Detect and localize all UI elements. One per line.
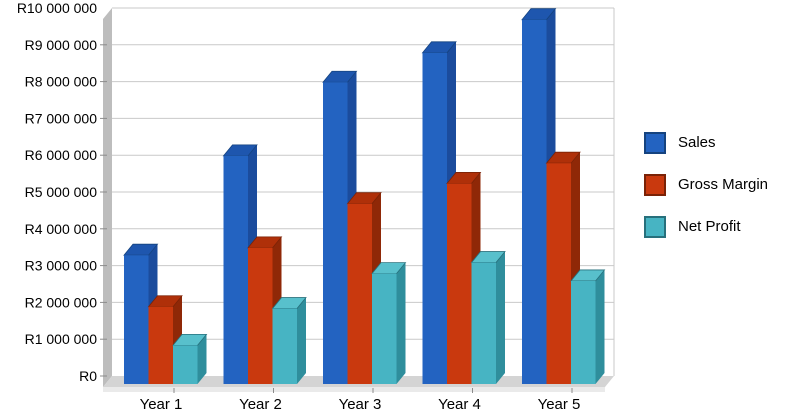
bar-net-profit-year-5-side — [595, 269, 605, 384]
legend: Sales Gross Margin Net Profit — [644, 131, 769, 259]
x-axis-label: Year 5 — [538, 396, 581, 413]
wall-left — [103, 8, 112, 387]
gross-margin-swatch-icon — [644, 173, 666, 196]
y-axis-label: R4 000 000 — [25, 221, 98, 237]
bar-net-profit-year-1 — [173, 345, 198, 384]
y-axis-label: R0 — [79, 368, 97, 384]
y-axis-label: R10 000 000 — [17, 0, 97, 16]
y-axis-label: R9 000 000 — [25, 37, 98, 53]
bar-sales-year-1 — [124, 255, 149, 384]
bar-net-profit-year-4-side — [496, 251, 505, 384]
bar-gross-margin-year-3 — [347, 203, 372, 384]
legend-label-gross-margin: Gross Margin — [678, 176, 769, 193]
bar-net-profit-year-2 — [272, 308, 297, 384]
bar-sales-year-3 — [323, 82, 348, 385]
x-axis-label: Year 4 — [438, 396, 481, 413]
legend-item-sales: Sales — [644, 131, 768, 154]
y-axis-label: R6 000 000 — [25, 147, 98, 163]
net-profit-swatch-icon — [644, 215, 666, 238]
bar-gross-margin-year-1 — [148, 306, 173, 384]
legend-item-gross-margin: Gross Margin — [644, 173, 769, 196]
bar-sales-year-2 — [223, 155, 248, 384]
legend-label-sales: Sales — [678, 134, 716, 151]
bar-gross-margin-year-5 — [546, 163, 571, 384]
y-axis-label: R2 000 000 — [25, 294, 98, 310]
legend-item-net-profit: Net Profit — [644, 215, 768, 238]
bar-net-profit-year-4 — [471, 262, 496, 384]
legend-label-net-profit: Net Profit — [678, 218, 741, 235]
floor-bevel — [103, 387, 605, 392]
bar-gross-margin-year-2 — [248, 247, 273, 384]
bar-sales-year-4 — [422, 52, 447, 385]
x-axis-label: Year 3 — [339, 396, 382, 413]
bar-net-profit-year-3-side — [396, 262, 406, 384]
bar-net-profit-year-2-side — [297, 297, 306, 384]
x-axis-label: Year 2 — [239, 396, 282, 413]
y-axis-label: R3 000 000 — [25, 258, 98, 274]
y-axis-label: R5 000 000 — [25, 184, 98, 200]
bar-gross-margin-year-4 — [447, 183, 472, 384]
bar-net-profit-year-5 — [571, 280, 596, 384]
bar-net-profit-year-3 — [372, 273, 397, 384]
sales-swatch-icon — [644, 131, 666, 154]
bar-net-profit-year-1-side — [197, 334, 207, 384]
y-axis-label: R8 000 000 — [25, 74, 98, 90]
bar-sales-year-5 — [522, 19, 547, 385]
y-axis-label: R7 000 000 — [25, 110, 98, 126]
y-axis-label: R1 000 000 — [25, 331, 98, 347]
x-axis-label: Year 1 — [140, 396, 183, 413]
